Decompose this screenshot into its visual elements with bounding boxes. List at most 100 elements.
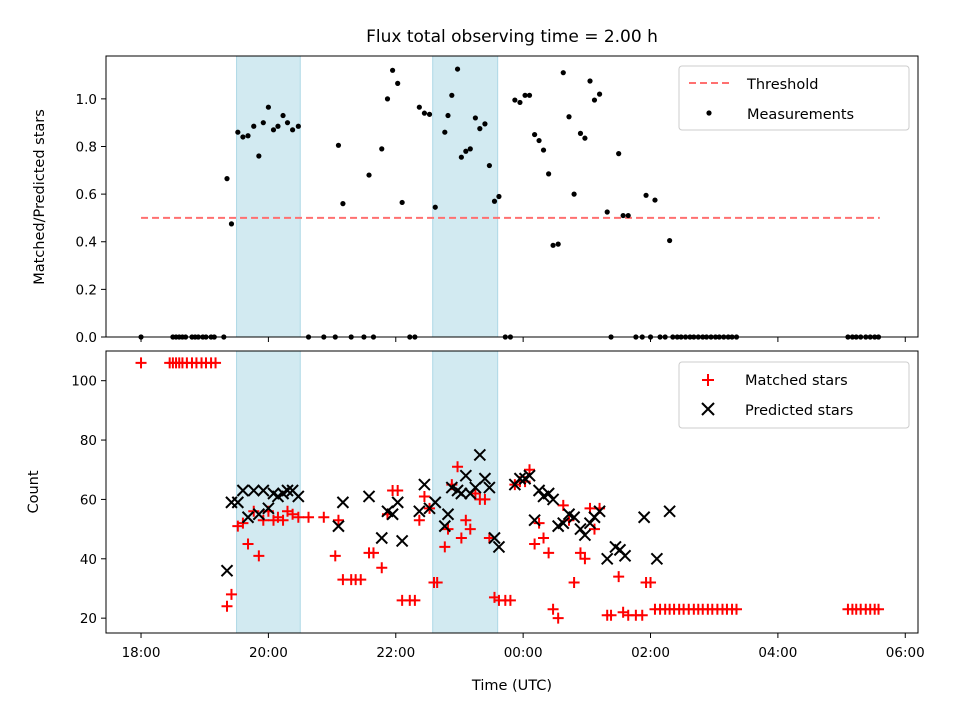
predicted-point	[362, 490, 376, 503]
ratio-y-axis-label: Matched/Predicted stars	[32, 109, 48, 285]
matched-point	[367, 547, 379, 559]
ratio-x-ticks	[140, 337, 906, 342]
count-y-tick-label: 60	[80, 492, 97, 508]
measurement-point	[512, 97, 518, 103]
predicted-point	[459, 469, 473, 482]
predicted-legend-swatch	[701, 402, 715, 416]
predicted-point	[488, 531, 501, 545]
measurement-point	[540, 147, 547, 153]
measurement-point	[566, 114, 572, 120]
predicted-point	[395, 534, 409, 548]
count-x-tick-label: 22:00	[376, 645, 415, 661]
predicted-point	[247, 484, 260, 497]
matched-point	[392, 485, 404, 497]
count-plot-frame	[105, 350, 919, 634]
predicted-point	[375, 531, 388, 545]
chart-title: Flux total observing time = 2.00 h	[366, 27, 658, 47]
matched-point	[605, 609, 617, 621]
matched-point	[135, 357, 147, 369]
predicted-points	[220, 448, 676, 577]
predicted-point	[532, 484, 546, 497]
ratio-y-tick-label: 0.0	[76, 330, 97, 346]
count-y-tick-label: 40	[80, 552, 97, 568]
ratio-y-tick-label: 0.6	[76, 187, 97, 203]
measurement-point	[445, 112, 451, 119]
count-x-tick-label: 04:00	[758, 645, 797, 661]
ratio-y-tick-label: 0.4	[76, 235, 97, 251]
matched-point	[329, 550, 341, 562]
count-x-tick-label: 00:00	[504, 645, 543, 661]
predicted-point	[332, 519, 345, 533]
matched-point	[277, 514, 289, 526]
predicted-point	[455, 487, 468, 500]
measurement-point	[384, 96, 391, 102]
measurement-point	[472, 115, 478, 121]
matched-point	[636, 609, 648, 621]
measurement-point	[340, 201, 346, 207]
matched-point	[579, 553, 591, 565]
matched-legend-swatch	[702, 374, 714, 386]
predicted-legend-label: Predicted stars	[745, 403, 853, 419]
measurement-point	[482, 121, 488, 127]
matched-point	[292, 511, 304, 523]
measurement-point	[228, 221, 235, 227]
measurement-point	[379, 146, 385, 152]
count-x-tick-label: 02:00	[631, 645, 670, 661]
measurement-point	[366, 172, 372, 178]
measurement-point	[522, 92, 528, 98]
matched-point	[303, 511, 315, 523]
matched-point	[318, 511, 330, 523]
matched-point	[533, 517, 545, 529]
matched-point	[332, 514, 344, 526]
matched-point	[469, 487, 481, 499]
predicted-point	[413, 505, 426, 518]
measurement-point	[458, 154, 464, 160]
matched-point	[431, 577, 443, 589]
count-y-tick-label: 80	[80, 433, 97, 449]
observing-window-1	[236, 55, 301, 338]
matched-point	[504, 594, 516, 606]
matched-point	[552, 612, 564, 624]
count-legend-box	[678, 361, 910, 429]
measurement-point	[416, 104, 422, 110]
matched-point	[588, 523, 600, 535]
ratio-y-tick-label: 0.2	[76, 282, 97, 298]
predicted-point	[262, 502, 275, 515]
matched-point	[464, 523, 476, 535]
predicted-point	[483, 481, 496, 494]
measurement-point	[240, 134, 246, 140]
predicted-point	[574, 522, 587, 536]
predicted-point	[601, 552, 614, 565]
measurement-point	[550, 242, 556, 248]
measurement-point	[652, 197, 658, 203]
measurement-point	[467, 146, 473, 152]
count-x-axis: 18:00 20:00 22:00 00:00 02:00 04:00 06:00	[122, 633, 925, 661]
matched-point	[483, 532, 495, 544]
measurement-point	[335, 142, 342, 148]
predicted-point	[292, 490, 305, 503]
predicted-point	[492, 540, 506, 554]
matched-point	[574, 547, 586, 559]
count-legend: Matched stars Predicted stars	[678, 361, 910, 429]
matched-point	[418, 490, 430, 502]
predicted-point	[429, 496, 442, 509]
predicted-point	[542, 487, 555, 500]
measurement-point	[251, 123, 257, 129]
measurement-point	[235, 129, 241, 135]
predicted-point	[469, 481, 482, 494]
ratio-y-tick-label: 0.8	[76, 139, 97, 155]
predicted-point	[583, 516, 597, 530]
predicted-point	[650, 552, 664, 565]
measurement-point	[442, 129, 448, 135]
measurement-point	[477, 126, 483, 132]
measurement-point	[604, 209, 610, 215]
predicted-point	[513, 472, 527, 485]
matched-point	[257, 514, 269, 526]
matched-point	[376, 562, 388, 574]
predicted-point	[418, 478, 431, 491]
measurement-point	[284, 120, 291, 126]
matched-point	[413, 514, 425, 526]
predicted-point	[567, 511, 581, 524]
matched-point	[543, 547, 555, 559]
measurement-point	[596, 91, 603, 97]
